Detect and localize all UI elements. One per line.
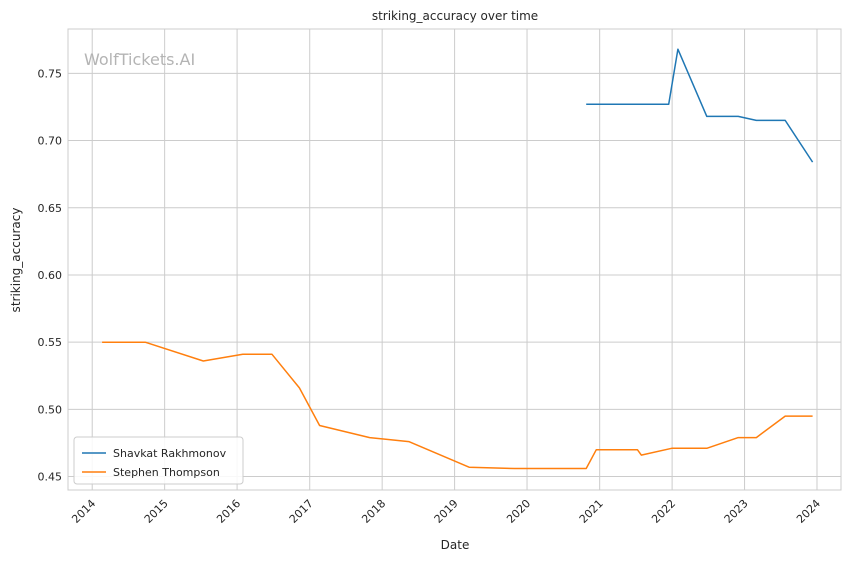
series-line-shavkat-rakhmonov [586,48,814,163]
y-tick-label-0.60: 0.60 [38,269,63,282]
y-tick-label-0.75: 0.75 [38,67,63,80]
x-tick-label-2015: 2015 [142,497,171,526]
x-tick-label-2021: 2021 [577,497,606,526]
y-tick-label-0.45: 0.45 [38,471,63,484]
y-tick-label-0.50: 0.50 [38,403,63,416]
x-tick-label-2020: 2020 [504,497,533,526]
x-tick-label-2018: 2018 [359,497,388,526]
legend: Shavkat Rakhmonov Stephen Thompson [73,436,244,485]
legend-label-stephen-thompson: Stephen Thompson [113,466,220,479]
x-tick-label-2024: 2024 [794,497,823,526]
x-tick-label-2017: 2017 [287,497,316,526]
y-axis: 0.45 0.50 0.55 0.60 0.65 0.70 0.75 [38,67,63,483]
y-tick-label-0.70: 0.70 [38,135,63,148]
x-axis: 2014 2015 2016 2017 2018 2019 2020 2021 2022 2023… [69,497,823,526]
watermark: WolfTickets.AI [84,50,195,69]
legend-box [73,436,244,485]
x-tick-label-2016: 2016 [214,497,243,526]
y-tick-label-0.55: 0.55 [38,336,63,349]
y-tick-label-0.65: 0.65 [38,202,63,215]
x-tick-label-2022: 2022 [649,497,678,526]
x-axis-label: Date [441,538,470,552]
grid [68,29,841,490]
y-axis-label: striking_accuracy [9,208,23,313]
x-tick-label-2019: 2019 [432,497,461,526]
plot-border [67,28,842,491]
x-tick-label-2014: 2014 [69,497,98,526]
chart-title: striking_accuracy over time [372,9,538,23]
series-line-stephen-thompson [102,341,813,470]
plot-area [67,28,842,491]
legend-label-shavkat-rakhmonov: Shavkat Rakhmonov [113,447,227,460]
x-tick-label-2023: 2023 [722,497,751,526]
series-group [102,48,814,470]
